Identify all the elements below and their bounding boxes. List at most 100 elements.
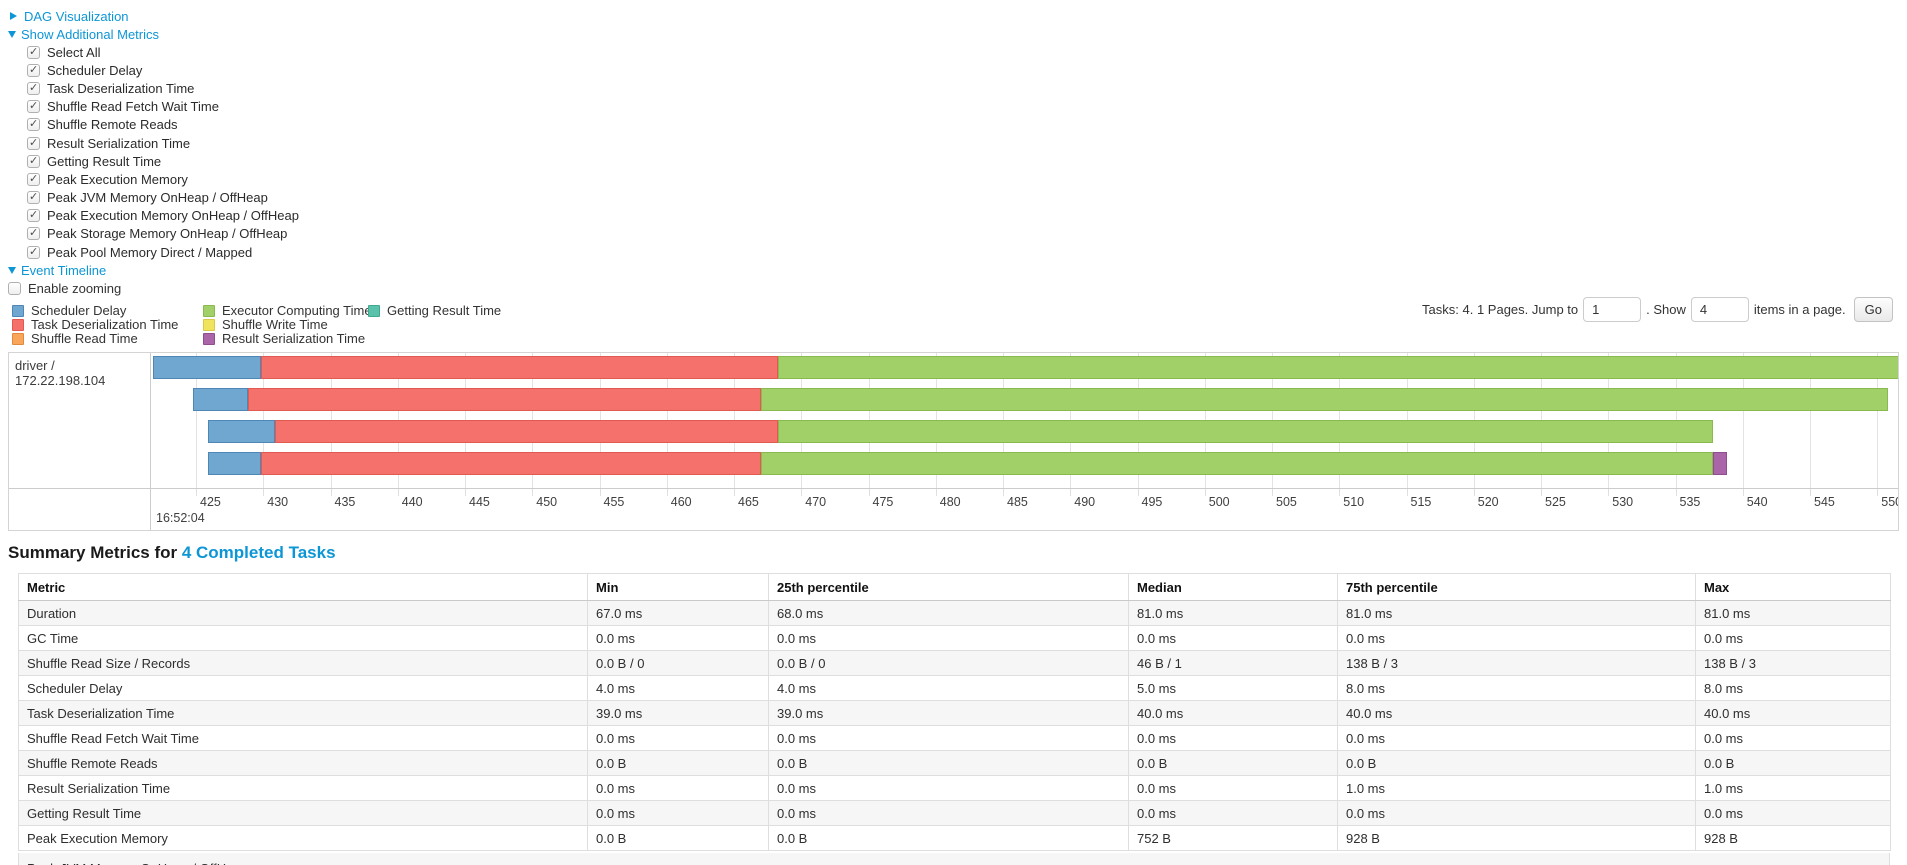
legend-swatch-result_serialization: [203, 333, 215, 345]
metric-value-cell: 40.0 ms: [1337, 700, 1696, 726]
stage-page-controls: DAG Visualization Show Additional Metric…: [8, 7, 299, 297]
metric-checkbox-row[interactable]: Getting Result Time: [27, 152, 299, 170]
dag-visualization-toggle[interactable]: DAG Visualization: [8, 7, 299, 25]
metric-value-cell: 0.0 ms: [1128, 800, 1338, 826]
axis-tick-label: 515: [1410, 495, 1432, 509]
task-bar-segment-executor_computing[interactable]: [760, 388, 1888, 411]
task-bar-segment-scheduler_delay[interactable]: [152, 356, 261, 379]
metric-checkbox[interactable]: [27, 100, 40, 114]
axis-tick-label: 530: [1612, 495, 1634, 509]
axis-tick-label: 430: [267, 495, 289, 509]
event-timeline-toggle[interactable]: Event Timeline: [8, 261, 299, 279]
show-additional-metrics-toggle[interactable]: Show Additional Metrics: [8, 25, 299, 43]
metric-checkbox-label: Peak JVM Memory OnHeap / OffHeap: [47, 190, 268, 206]
show-additional-metrics-label: Show Additional Metrics: [21, 26, 160, 42]
metric-value-cell: 0.0 ms: [768, 800, 1129, 826]
items-per-page-input[interactable]: [1690, 297, 1749, 322]
task-bar-segment-executor_computing[interactable]: [778, 420, 1714, 443]
metric-value-cell: 39.0 ms: [768, 700, 1129, 726]
metric-value-cell: 81.0 ms: [1337, 600, 1696, 626]
metric-checkbox-row[interactable]: Result Serialization Time: [27, 134, 299, 152]
metric-checkbox[interactable]: [27, 209, 40, 223]
metric-checkbox[interactable]: [27, 118, 40, 132]
metric-checkbox-label: Result Serialization Time: [47, 135, 191, 151]
axis-tick: [1137, 489, 1139, 496]
axis-tick-label: 480: [939, 495, 961, 509]
enable-zooming-row[interactable]: Enable zooming: [8, 279, 299, 297]
dag-visualization-label: DAG Visualization: [24, 8, 129, 24]
task-bar-segment-result_serialization[interactable]: [1713, 452, 1727, 475]
table-header-cell: Metric: [18, 573, 588, 601]
axis-tick: [1473, 489, 1475, 496]
go-button[interactable]: Go: [1853, 297, 1893, 322]
metric-checkbox[interactable]: [27, 154, 40, 168]
task-bar-segment-task_deserialization[interactable]: [275, 420, 779, 443]
metric-value-cell: 0.0 B: [1337, 750, 1696, 776]
axis-tick-label: 495: [1141, 495, 1163, 509]
metric-checkbox[interactable]: [27, 191, 40, 205]
axis-tick: [1339, 489, 1341, 496]
task-bar-segment-scheduler_delay[interactable]: [208, 452, 261, 475]
legend-item: Shuffle Read Time: [12, 332, 203, 346]
metric-checkbox-row[interactable]: Peak Pool Memory Direct / Mapped: [27, 243, 299, 261]
task-bar-segment-scheduler_delay[interactable]: [193, 388, 249, 411]
legend-label: Scheduler Delay: [31, 303, 127, 318]
metric-checkbox[interactable]: [27, 227, 40, 241]
metric-name-cell: Result Serialization Time: [18, 775, 588, 801]
task-bar-segment-task_deserialization[interactable]: [260, 356, 779, 379]
legend-item: Task Deserialization Time: [12, 318, 203, 332]
metric-checkbox[interactable]: [27, 245, 40, 259]
task-bar-segment-executor_computing[interactable]: [778, 356, 1898, 379]
additional-metrics-checkbox-list: Select All Scheduler Delay Task Deserializ…: [27, 43, 299, 261]
metric-value-cell: 0.0 ms: [768, 775, 1129, 801]
metric-value-cell: 928 B: [1695, 825, 1891, 851]
task-bar-segment-scheduler_delay[interactable]: [208, 420, 276, 443]
metric-checkbox[interactable]: [27, 172, 40, 186]
task-bar-segment-task_deserialization[interactable]: [248, 388, 761, 411]
table-header-row: Metric Min 25th percentile Median 75th perce…: [18, 573, 1891, 601]
show-text: . Show: [1646, 302, 1686, 317]
legend-swatch-task_deserialization: [12, 319, 24, 331]
table-row: Shuffle Read Size / Records 0.0 B / 0 0.0 …: [18, 650, 1891, 676]
summary-metrics-title: Summary Metrics for 4 Completed Tasks: [8, 543, 336, 563]
metric-value-cell: 39.0 ms: [587, 700, 769, 726]
table-row: GC Time 0.0 ms 0.0 ms 0.0 ms 0.0 ms 0.0 ms: [18, 625, 1891, 651]
metric-checkbox-row[interactable]: Shuffle Read Fetch Wait Time: [27, 98, 299, 116]
metric-value-cell: 0.0 ms: [1695, 725, 1891, 751]
legend-item: Result Serialization Time: [203, 332, 368, 346]
completed-tasks-link[interactable]: 4 Completed Tasks: [181, 543, 336, 562]
metric-value-cell: 928 B: [1337, 825, 1696, 851]
metric-checkbox[interactable]: [27, 81, 40, 95]
task-bar-segment-executor_computing[interactable]: [760, 452, 1714, 475]
axis-tick: [1877, 489, 1879, 496]
table-header-cell: Min: [587, 573, 769, 601]
metric-checkbox-row[interactable]: Peak JVM Memory OnHeap / OffHeap: [27, 189, 299, 207]
axis-tick: [1608, 489, 1610, 496]
event-timeline-label: Event Timeline: [21, 262, 107, 278]
task-bar-segment-task_deserialization[interactable]: [260, 452, 761, 475]
enable-zooming-checkbox[interactable]: [8, 281, 21, 295]
jump-to-page-input[interactable]: [1583, 297, 1642, 322]
metric-checkbox[interactable]: [27, 63, 40, 77]
axis-tick: [196, 489, 197, 496]
table-row: Getting Result Time 0.0 ms 0.0 ms 0.0 ms 0.0…: [18, 800, 1891, 826]
legend-swatch-scheduler_delay: [12, 305, 24, 317]
metric-checkbox[interactable]: [27, 136, 40, 150]
metric-value-cell: 46 B / 1: [1128, 650, 1338, 676]
metric-checkbox[interactable]: [27, 45, 40, 59]
table-row: Shuffle Read Fetch Wait Time 0.0 ms 0.0 ms…: [18, 725, 1891, 751]
legend-label: Task Deserialization Time: [31, 317, 179, 332]
metric-checkbox-row[interactable]: Task Deserialization Time: [27, 79, 299, 97]
metric-checkbox-row[interactable]: Peak Execution Memory OnHeap / OffHeap: [27, 207, 299, 225]
metric-checkbox-row[interactable]: Peak Execution Memory: [27, 170, 299, 188]
metric-checkbox-row[interactable]: Select All: [27, 43, 299, 61]
metric-value-cell: 4.0 ms: [768, 675, 1129, 701]
metric-checkbox-row[interactable]: Scheduler Delay: [27, 61, 299, 79]
metric-checkbox-row[interactable]: Shuffle Remote Reads: [27, 116, 299, 134]
legend-item: Executor Computing Time: [203, 304, 372, 318]
axis-tick: [868, 489, 870, 496]
axis-tick-label: 550: [1881, 495, 1898, 509]
metric-checkbox-label: Peak Storage Memory OnHeap / OffHeap: [47, 226, 288, 242]
metric-checkbox-row[interactable]: Peak Storage Memory OnHeap / OffHeap: [27, 225, 299, 243]
metric-value-cell: 0.0 ms: [587, 625, 769, 651]
